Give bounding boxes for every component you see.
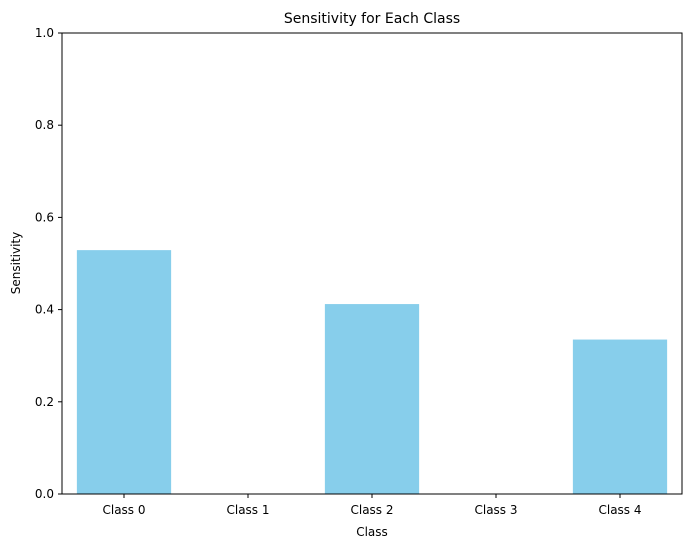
bar-class-4 <box>572 339 668 494</box>
y-tick-label: 0.2 <box>35 395 54 409</box>
x-tick-label: Class 4 <box>598 503 641 517</box>
bar-class-0 <box>76 250 172 494</box>
x-tick-label: Class 1 <box>226 503 269 517</box>
x-tick-label: Class 2 <box>350 503 393 517</box>
bar-class-2 <box>324 304 420 494</box>
x-axis-label: Class <box>356 525 388 539</box>
x-tick-label: Class 3 <box>474 503 517 517</box>
y-tick-label: 0.0 <box>35 487 54 501</box>
ticks-layer: Class 0 Class 1 Class 2 Class 3 Class 4 0.0 0.… <box>35 26 642 517</box>
y-tick-label: 1.0 <box>35 26 54 40</box>
x-tick-label: Class 0 <box>102 503 145 517</box>
chart-title: Sensitivity for Each Class <box>284 11 460 27</box>
y-tick-label: 0.6 <box>35 210 54 224</box>
bars-layer <box>76 250 668 494</box>
y-axis-label: Sensitivity <box>9 232 23 294</box>
y-tick-label: 0.4 <box>35 303 54 317</box>
y-tick-label: 0.8 <box>35 118 54 132</box>
